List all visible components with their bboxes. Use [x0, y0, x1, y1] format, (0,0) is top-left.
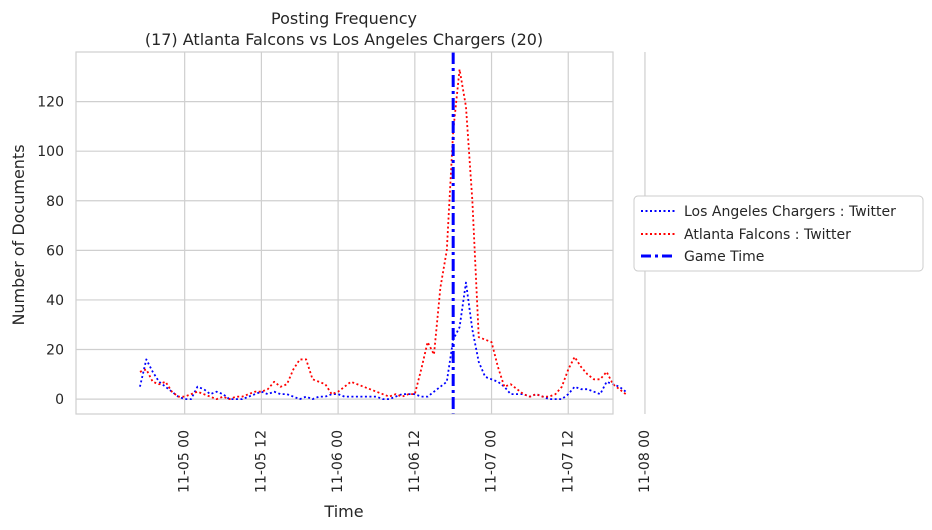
series-lines — [139, 68, 627, 401]
x-tick-label: 11-05 00 — [177, 430, 193, 493]
legend-label-game-time: Game Time — [684, 249, 764, 265]
grid — [76, 52, 646, 414]
y-tick-label: 100 — [37, 144, 64, 160]
series-line-falcons — [139, 68, 627, 401]
x-tick-label: 11-07 00 — [484, 430, 500, 493]
legend-label-chargers: Los Angeles Chargers : Twitter — [684, 204, 896, 220]
y-tick-label: 80 — [46, 194, 64, 210]
y-tick-label: 40 — [46, 293, 64, 309]
x-tick-label: 11-06 12 — [407, 430, 423, 493]
legend-box — [633, 195, 924, 272]
y-tick-label: 60 — [46, 243, 64, 259]
y-tick-label: 0 — [55, 392, 64, 408]
x-tick-label: 11-06 00 — [330, 430, 346, 493]
legend-label-falcons: Atlanta Falcons : Twitter — [684, 227, 851, 243]
x-tick-labels: 11-05 00 11-05 12 11-06 00 11-06 12 11-07 00… — [177, 430, 653, 493]
legend: Los Angeles Chargers : Twitter Atlanta F… — [633, 195, 924, 272]
x-axis-label: Time — [323, 502, 363, 521]
x-tick-label: 11-07 12 — [560, 430, 576, 493]
chart-title: Posting Frequency — [271, 9, 417, 28]
y-axis-label: Number of Documents — [9, 144, 28, 325]
y-tick-labels: 0 20 40 60 80 100 120 — [37, 95, 64, 409]
series-line-chargers — [139, 281, 627, 401]
plot-frame — [75, 51, 614, 415]
y-tick-label: 20 — [46, 343, 64, 359]
chart-subtitle: (17) Atlanta Falcons vs Los Angeles Char… — [145, 30, 543, 49]
x-tick-label: 11-05 12 — [253, 430, 269, 493]
x-tick-label: 11-08 00 — [637, 430, 653, 493]
y-tick-label: 120 — [37, 95, 64, 111]
